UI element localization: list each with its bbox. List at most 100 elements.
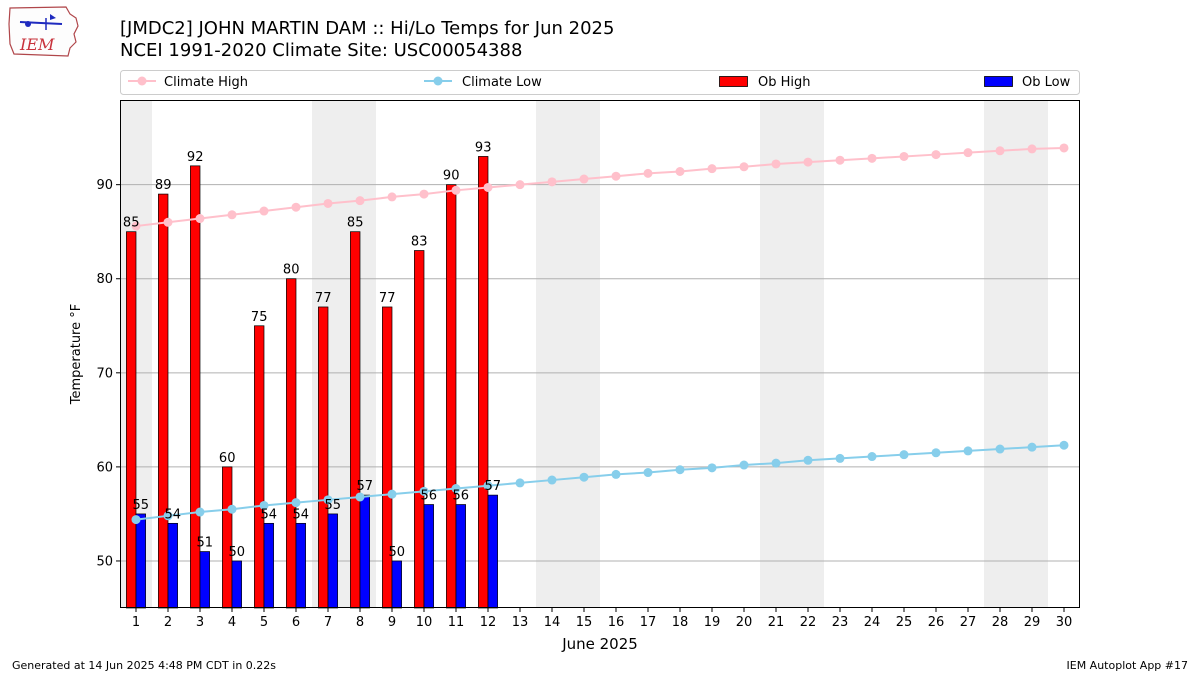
climate-high-point-17 <box>643 168 653 178</box>
climate-high-point-21 <box>771 159 781 169</box>
climate-high-point-5 <box>259 206 269 216</box>
ob-high-bar-1 <box>126 231 137 609</box>
x-tick-label-7: 7 <box>324 615 332 630</box>
climate-low-point-10 <box>419 486 429 496</box>
legend-item-ob-low: Ob Low <box>984 75 1071 90</box>
climate-low-point-15 <box>579 472 589 482</box>
x-tick-label-3: 3 <box>196 615 204 630</box>
ob-low-value-label-5: 54 <box>261 507 278 522</box>
climate-low-point-18 <box>675 465 685 475</box>
climate-high-point-29 <box>1027 144 1037 154</box>
climate-low-point-28 <box>995 444 1005 454</box>
climate-low-point-3 <box>195 507 205 517</box>
axis-ticks: 1 2 3 4 5 6 7 8 9 10 11 12 13 14 15 16 17 18 19 20 21 22 23 24 2… <box>96 178 1072 630</box>
ob-high-bar-5 <box>254 325 265 609</box>
x-axis-label: June 2025 <box>561 635 638 653</box>
climate-low-point-17 <box>643 468 653 478</box>
climate-high-point-8 <box>355 196 365 206</box>
ob-high-value-label-4: 60 <box>219 451 236 466</box>
x-tick-label-6: 6 <box>292 615 300 630</box>
climate-high-point-25 <box>899 151 909 161</box>
y-tick-label-80: 80 <box>96 272 113 287</box>
y-tick-label-50: 50 <box>96 554 113 569</box>
ob-low-value-label-7: 55 <box>325 498 342 513</box>
climate-low-point-2 <box>163 511 173 521</box>
ob-low-value-label-4: 50 <box>229 545 246 560</box>
climate-high-point-12 <box>483 182 493 192</box>
ob-low-value-label-9: 50 <box>389 545 406 560</box>
x-tick-label-24: 24 <box>864 615 881 630</box>
climate-high-point-26 <box>931 150 941 160</box>
climate-high-point-11 <box>451 185 461 195</box>
ob-high-bar-4 <box>222 466 233 609</box>
weekend-shade-4 <box>760 100 824 608</box>
legend-frame <box>120 70 1080 95</box>
x-tick-label-25: 25 <box>896 615 913 630</box>
ob-high-value-label-10: 83 <box>411 235 428 250</box>
climate-low-point-20 <box>739 460 749 470</box>
climate-high-point-27 <box>963 148 973 158</box>
anemometer-cup-icon <box>25 21 31 27</box>
climate-low-point-14 <box>547 475 557 485</box>
climate-low-point-23 <box>835 453 845 463</box>
ob-high-value-label-2: 89 <box>155 178 172 193</box>
ob-high-value-label-1: 85 <box>123 216 140 231</box>
x-tick-label-13: 13 <box>512 615 529 630</box>
climate-high-point-18 <box>675 166 685 176</box>
climate-low-point-7 <box>323 495 333 505</box>
ob-low-bar-8 <box>359 494 370 609</box>
x-tick-label-12: 12 <box>480 615 497 630</box>
ob-low-bar-11 <box>455 504 466 609</box>
climate-high-point-1 <box>131 221 141 231</box>
legend-label-climate-high: Climate High <box>164 75 248 90</box>
x-tick-label-5: 5 <box>260 615 268 630</box>
ob-high-bar-10 <box>414 250 425 609</box>
climate-low-point-13 <box>515 478 525 488</box>
x-tick-label-1: 1 <box>132 615 140 630</box>
chart-subtitle: NCEI 1991-2020 Climate Site: USC00054388 <box>120 40 523 61</box>
y-tick-label-70: 70 <box>96 366 113 381</box>
legend-swatch-ob-high <box>719 76 748 87</box>
climate-high-point-9 <box>387 192 397 202</box>
x-tick-label-11: 11 <box>448 615 465 630</box>
climate-low-point-11 <box>451 484 461 494</box>
wind-vane-icon <box>50 14 56 20</box>
ob-low-bar-7 <box>327 513 338 609</box>
climate-low-point-27 <box>963 446 973 456</box>
x-tick-label-28: 28 <box>992 615 1009 630</box>
y-tick-label-60: 60 <box>96 460 113 475</box>
climate-low-point-8 <box>355 492 365 502</box>
ob-high-bar-12 <box>478 156 489 609</box>
ob-low-bar-5 <box>263 522 274 609</box>
ob-low-bar-9 <box>391 560 402 609</box>
ob-low-value-label-1: 55 <box>133 498 150 513</box>
climate-low-point-21 <box>771 458 781 468</box>
x-tick-label-27: 27 <box>960 615 977 630</box>
ob-high-value-label-7: 77 <box>315 291 332 306</box>
climate-high-point-6 <box>291 202 301 212</box>
ob-high-value-label-5: 75 <box>251 310 268 325</box>
ob-low-value-label-6: 54 <box>293 507 310 522</box>
x-tick-label-10: 10 <box>416 615 433 630</box>
ob-low-value-label-10: 56 <box>421 489 438 504</box>
climate-high-point-4 <box>227 210 237 220</box>
climate-high-line <box>135 146 1065 228</box>
generated-note: Generated at 14 Jun 2025 4:48 PM CDT in … <box>12 659 277 672</box>
x-tick-label-16: 16 <box>608 615 625 630</box>
legend-swatch-ob-low <box>984 76 1013 87</box>
plot-frame <box>120 100 1080 608</box>
x-tick-label-23: 23 <box>832 615 849 630</box>
ob-high-value-label-9: 77 <box>379 291 396 306</box>
ob-high-bar-7 <box>318 306 329 609</box>
climate-low-point-26 <box>931 448 941 458</box>
y-gridlines <box>120 184 1080 562</box>
ob-high-value-label-6: 80 <box>283 263 300 278</box>
climate-low-point-30 <box>1059 440 1069 450</box>
x-tick-label-14: 14 <box>544 615 561 630</box>
climate-high-point-10 <box>419 189 429 199</box>
climate-high-point-24 <box>867 153 877 163</box>
chart-title: [JMDC2] JOHN MARTIN DAM :: Hi/Lo Temps f… <box>120 18 615 39</box>
x-tick-label-17: 17 <box>640 615 657 630</box>
iowa-outline-icon <box>8 6 79 57</box>
